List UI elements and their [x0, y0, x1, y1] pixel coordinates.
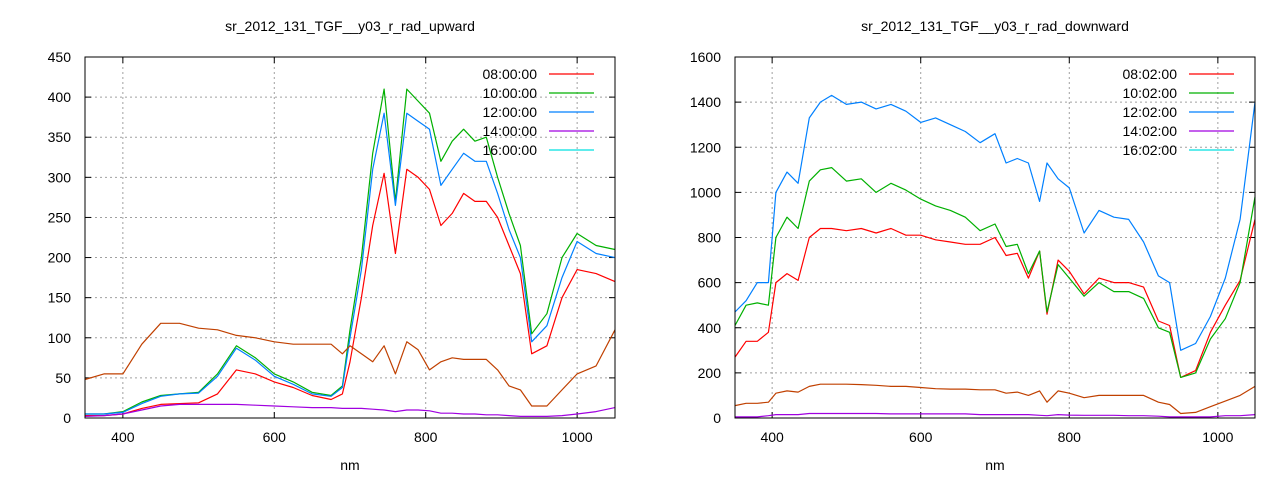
y-tick-label: 1000: [690, 184, 721, 200]
y-tick-label: 200: [698, 365, 722, 381]
series-line-14:00:00: [84, 403, 616, 417]
legend-label: 12:00:00: [483, 104, 538, 120]
legend-label: 12:02:00: [1123, 104, 1178, 120]
series-line-unlabeled: [734, 383, 1256, 415]
y-tick-label: 150: [48, 290, 72, 306]
series-line-10:02:00: [734, 167, 1256, 378]
series-line-14:02:00: [735, 412, 1256, 418]
x-tick-label: 800: [414, 429, 438, 445]
legend-label: 08:02:00: [1123, 66, 1178, 82]
chart-1: 0 50 100 150 200 250 300 350 400 450 400 600 800 1000…: [48, 18, 616, 473]
y-tick-label: 50: [55, 370, 71, 386]
plot-border: [84, 56, 616, 419]
legend-label: 16:02:00: [1123, 142, 1178, 158]
series-line-unlabeled: [84, 322, 616, 407]
x-tick-label: 600: [909, 429, 933, 445]
y-tick-label: 350: [48, 129, 72, 145]
legend-label: 10:02:00: [1123, 85, 1178, 101]
legend-label: 14:00:00: [483, 123, 538, 139]
plot-border: [734, 56, 1256, 419]
x-tick-label: 800: [1058, 429, 1082, 445]
legend-label: 14:02:00: [1123, 123, 1178, 139]
x-axis-label: nm: [985, 457, 1004, 473]
legend-label: 10:00:00: [483, 85, 538, 101]
y-tick-label: 800: [698, 230, 722, 246]
y-tick-label: 600: [698, 275, 722, 291]
x-tick-label: 400: [760, 429, 784, 445]
y-tick-label: 300: [48, 169, 72, 185]
chart-2: 0 200 400 600 800 1000 1200 1400 1600 400 600 800 10…: [690, 18, 1256, 473]
y-tick-label: 100: [48, 330, 72, 346]
y-tick-label: 1200: [690, 139, 721, 155]
x-axis-label: nm: [340, 457, 359, 473]
x-tick-label: 600: [263, 429, 287, 445]
series-line-12:00:00: [85, 112, 616, 415]
y-tick-label: 1600: [690, 49, 721, 65]
chart-title: sr_2012_131_TGF__y03_r_rad_downward: [861, 18, 1129, 34]
y-tick-label: 1400: [690, 94, 721, 110]
y-tick-label: 0: [713, 410, 721, 426]
y-tick-label: 450: [48, 49, 72, 65]
y-tick-label: 400: [48, 89, 72, 105]
x-tick-label: 400: [111, 429, 135, 445]
chart-title: sr_2012_131_TGF__y03_r_rad_upward: [225, 18, 475, 34]
y-tick-label: 0: [63, 410, 71, 426]
x-tick-label: 1000: [562, 429, 593, 445]
y-tick-label: 400: [698, 320, 722, 336]
legend-label: 08:00:00: [483, 66, 538, 82]
series-line-08:00:00: [85, 168, 616, 417]
y-tick-label: 250: [48, 209, 72, 225]
legend-label: 16:00:00: [483, 142, 538, 158]
series-line-08:02:00: [734, 219, 1256, 378]
y-tick-label: 200: [48, 250, 72, 266]
series-line-12:02:00: [734, 94, 1256, 351]
x-tick-label: 1000: [1202, 429, 1233, 445]
